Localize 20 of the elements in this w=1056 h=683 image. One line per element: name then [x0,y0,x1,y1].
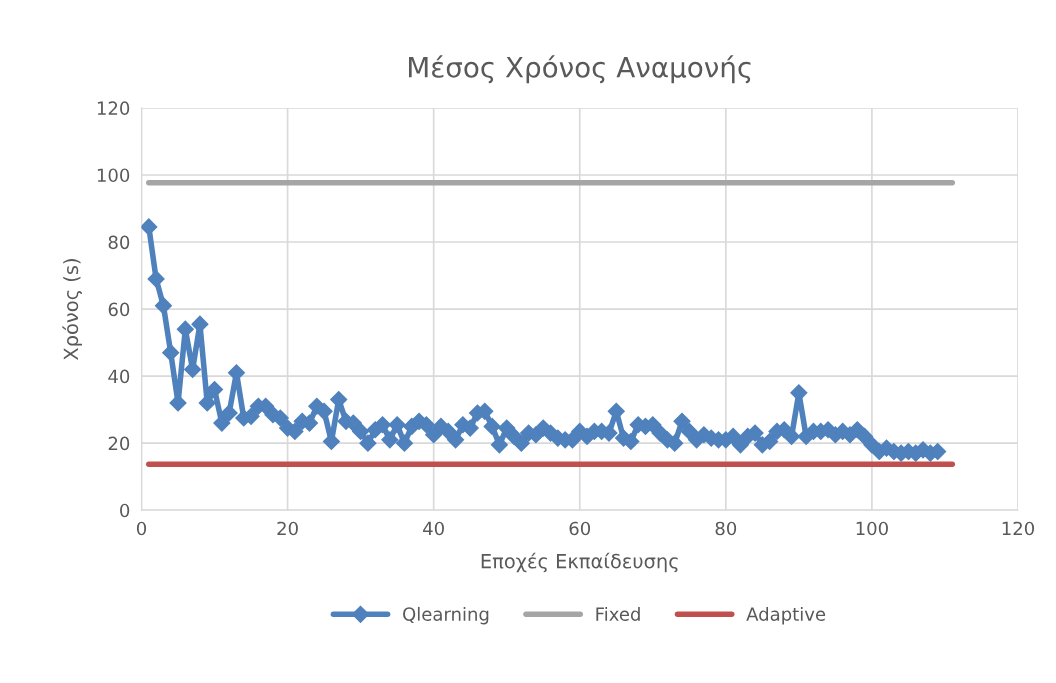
legend-label: Adaptive [746,606,826,625]
x-tick-label: 100 [856,521,888,536]
y-tick-label: 20 [108,436,130,451]
y-axis-title: Χρόνος (s) [62,259,83,361]
legend-label: Fixed [596,606,640,621]
x-tick-label: 40 [423,521,444,536]
y-tick-label: 120 [97,101,130,116]
x-axis-title: Εποχές Εκπαίδευσης [481,552,678,573]
x-tick-label: 80 [715,521,737,536]
x-tick-label: 0 [136,521,147,536]
y-tick-label: 60 [108,302,130,317]
y-tick-label: 0 [120,503,130,518]
x-tick-label: 60 [569,521,591,536]
y-tick-label: 40 [108,369,130,384]
y-tick-label: 100 [97,168,130,183]
legend-label: Qlearning [403,606,489,625]
chart-title: Μέσος Χρόνος Αναμονής [409,55,751,84]
x-tick-label: 20 [277,521,298,536]
y-tick-label: 80 [108,235,130,250]
x-tick-label: 120 [1002,521,1035,536]
